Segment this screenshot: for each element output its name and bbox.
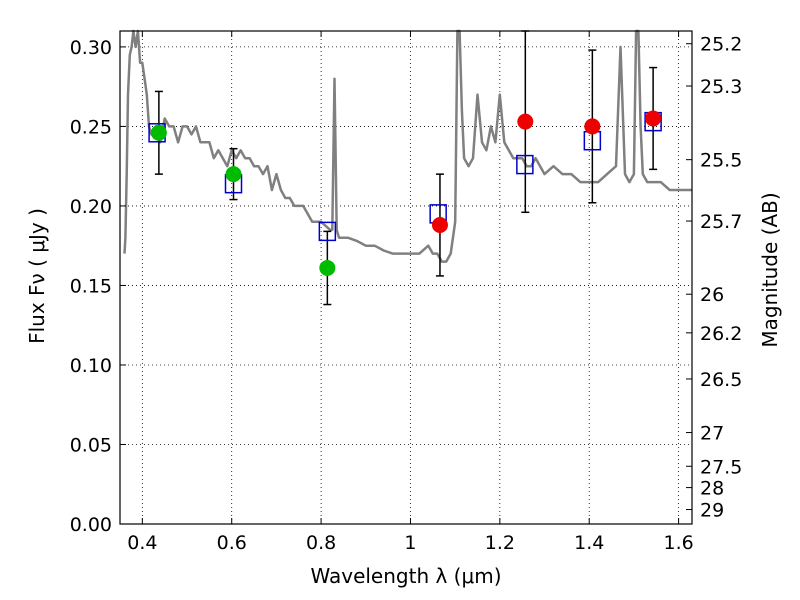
model-square [318, 221, 337, 242]
y2-tick-label: 25.3 [700, 76, 742, 98]
y-tick-label: 0.05 [70, 434, 112, 456]
x-tick-label: 0.6 [217, 532, 247, 554]
y2-tick-label: 27.5 [700, 456, 742, 478]
y2-tick-label: 25.7 [700, 211, 742, 233]
y2-tick-label: 25.2 [700, 34, 742, 56]
spectrum-line [123, 29, 692, 263]
y2-tick-label: 28 [700, 478, 724, 500]
x-axis: 0.4 0.6 0.8 1 1.2 1.4 1.6 [127, 31, 694, 554]
y-tick-label: 0.10 [70, 355, 112, 377]
data-point [150, 124, 167, 141]
y-tick-label: 0.30 [70, 37, 112, 59]
y-axis: 0.00 0.05 0.10 0.15 0.20 0.25 0.30 [70, 37, 126, 536]
y2-tick-label: 26 [700, 284, 724, 306]
data-point [319, 259, 336, 276]
spectrum-layer [123, 29, 692, 263]
data-point [225, 166, 242, 183]
grid-lines [120, 31, 692, 525]
x-tick-label: 1 [404, 532, 416, 554]
x-tick-label: 0.8 [306, 532, 336, 554]
y-tick-label: 0.20 [70, 196, 112, 218]
y-tick-label: 0.15 [70, 275, 112, 297]
data-point [517, 113, 534, 130]
x-tick-label: 1.2 [485, 532, 515, 554]
y-tick-label: 0.25 [70, 116, 112, 138]
squares-layer [148, 111, 662, 242]
data-point [584, 118, 601, 135]
circles-layer [150, 110, 662, 276]
plot-frame [119, 30, 693, 525]
data-point [431, 217, 448, 234]
y-tick-label: 0.00 [70, 514, 112, 536]
y2-tick-label: 27 [700, 423, 724, 445]
data-point [645, 110, 662, 127]
y2-tick-label: 29 [700, 500, 724, 522]
y2-axis-label: Magnitude (AB) [758, 192, 782, 347]
y2-tick-label: 26.5 [700, 369, 742, 391]
y2-tick-label: 25.5 [700, 150, 742, 172]
x-tick-label: 0.4 [127, 532, 157, 554]
x-tick-label: 1.4 [574, 532, 604, 554]
y2-tick-label: 26.2 [700, 323, 742, 345]
model-square [516, 154, 534, 175]
x-tick-label: 1.6 [663, 532, 693, 554]
y-axis-label: Flux Fν ( μJy ) [25, 208, 49, 344]
x-axis-label: Wavelength λ (μm) [310, 564, 501, 588]
